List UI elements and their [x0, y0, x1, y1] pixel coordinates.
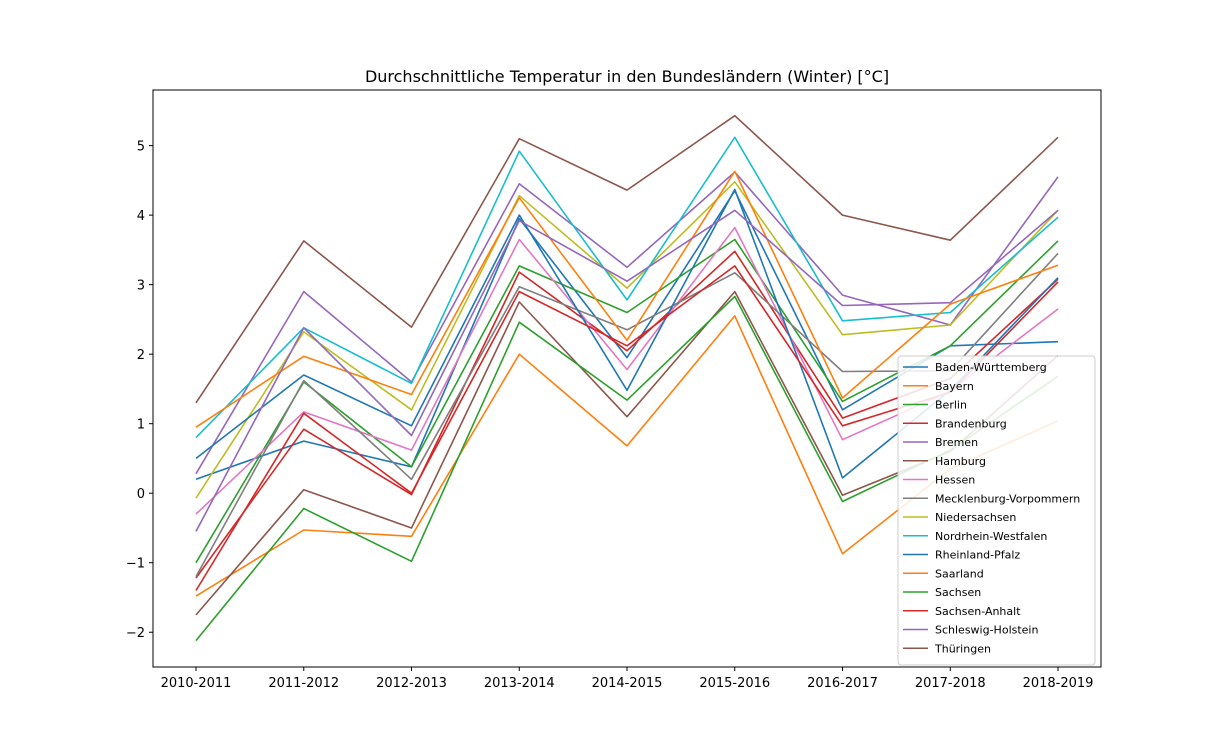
- x-axis: 2010-2011 2011-2012 2012-2013 2013-2014 2014…: [161, 667, 1094, 691]
- legend-label: Baden-Württemberg: [935, 361, 1047, 374]
- y-tick-label: 2: [137, 348, 145, 363]
- y-tick-label: 1: [137, 418, 145, 433]
- y-tick-label: 3: [137, 279, 145, 294]
- legend-label: Hamburg: [935, 455, 986, 468]
- series-line-8: [195, 181, 1059, 499]
- legend-box: [897, 355, 1096, 666]
- series-line-14: [195, 209, 1059, 532]
- x-tick-label: 2014-2015: [592, 676, 663, 691]
- x-tick-label: 2015-2016: [699, 676, 770, 691]
- series-line-11: [195, 170, 1059, 428]
- legend-label: Bayern: [935, 380, 974, 393]
- series-line-9: [195, 136, 1059, 439]
- series-line-15: [195, 114, 1059, 404]
- legend-label: Sachsen: [935, 586, 981, 599]
- legend-label: Rheinland-Pfalz: [935, 549, 1020, 562]
- y-axis: −2 −1 0 1 2 3 4 5: [126, 140, 153, 641]
- y-tick-label: 0: [137, 487, 145, 502]
- y-tick-label: −1: [126, 557, 145, 572]
- x-tick-label: 2010-2011: [161, 676, 232, 691]
- x-tick-label: 2013-2014: [484, 676, 555, 691]
- legend-label: Thüringen: [934, 642, 991, 655]
- legend-label: Sachsen-Anhalt: [935, 605, 1021, 618]
- legend-label: Brandenburg: [935, 417, 1007, 430]
- legend-label: Nordrhein-Westfalen: [935, 530, 1047, 543]
- x-tick-label: 2016-2017: [807, 676, 878, 691]
- legend-label: Berlin: [935, 399, 967, 412]
- x-tick-label: 2011-2012: [268, 676, 339, 691]
- legend-label: Hessen: [935, 474, 975, 487]
- y-tick-label: 5: [137, 140, 145, 155]
- x-tick-label: 2017-2018: [915, 676, 986, 691]
- legend: Baden-Württemberg Bayern Berlin Brandenburg…: [897, 355, 1096, 666]
- chart-title: Durchschnittliche Temperatur in den Bund…: [365, 67, 889, 86]
- legend-label: Niedersachsen: [935, 511, 1016, 524]
- legend-label: Saarland: [935, 567, 984, 580]
- legend-label: Bremen: [935, 436, 978, 449]
- legend-label: Schleswig-Holstein: [935, 624, 1038, 637]
- legend-label: Mecklenburg-Vorpommern: [935, 492, 1080, 505]
- x-tick-label: 2018-2019: [1023, 676, 1094, 691]
- y-tick-label: 4: [137, 209, 145, 224]
- y-tick-label: −2: [126, 626, 145, 641]
- x-tick-label: 2012-2013: [376, 676, 447, 691]
